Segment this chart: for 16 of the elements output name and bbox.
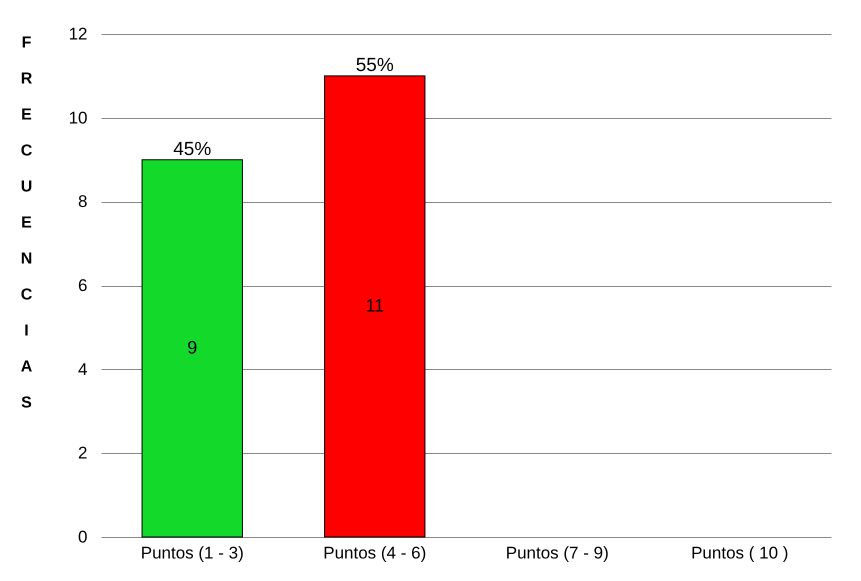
annotation: 55% <box>356 54 394 76</box>
y-tick-label: 12 <box>68 24 88 44</box>
text: FRECUENCIAS <box>20 34 32 412</box>
x-tick-label: Puntos (4 - 6) <box>323 544 426 562</box>
data-label: 11 <box>365 295 384 316</box>
data-label: 9 <box>187 337 198 358</box>
y-tick-label: 2 <box>78 444 88 463</box>
x-tick-label: Puntos (7 - 9) <box>506 544 609 562</box>
x-tick-label: Puntos (1 - 3) <box>140 544 244 562</box>
y-tick-label: 8 <box>78 192 88 212</box>
y-tick-label: 6 <box>78 276 88 295</box>
y-tick-label: 0 <box>78 528 88 546</box>
x-tick-label: Puntos ( 10 ) <box>691 544 788 562</box>
annotation: 45% <box>173 138 212 160</box>
y-tick-label: 4 <box>78 360 88 379</box>
y-tick-label: 10 <box>68 108 88 128</box>
